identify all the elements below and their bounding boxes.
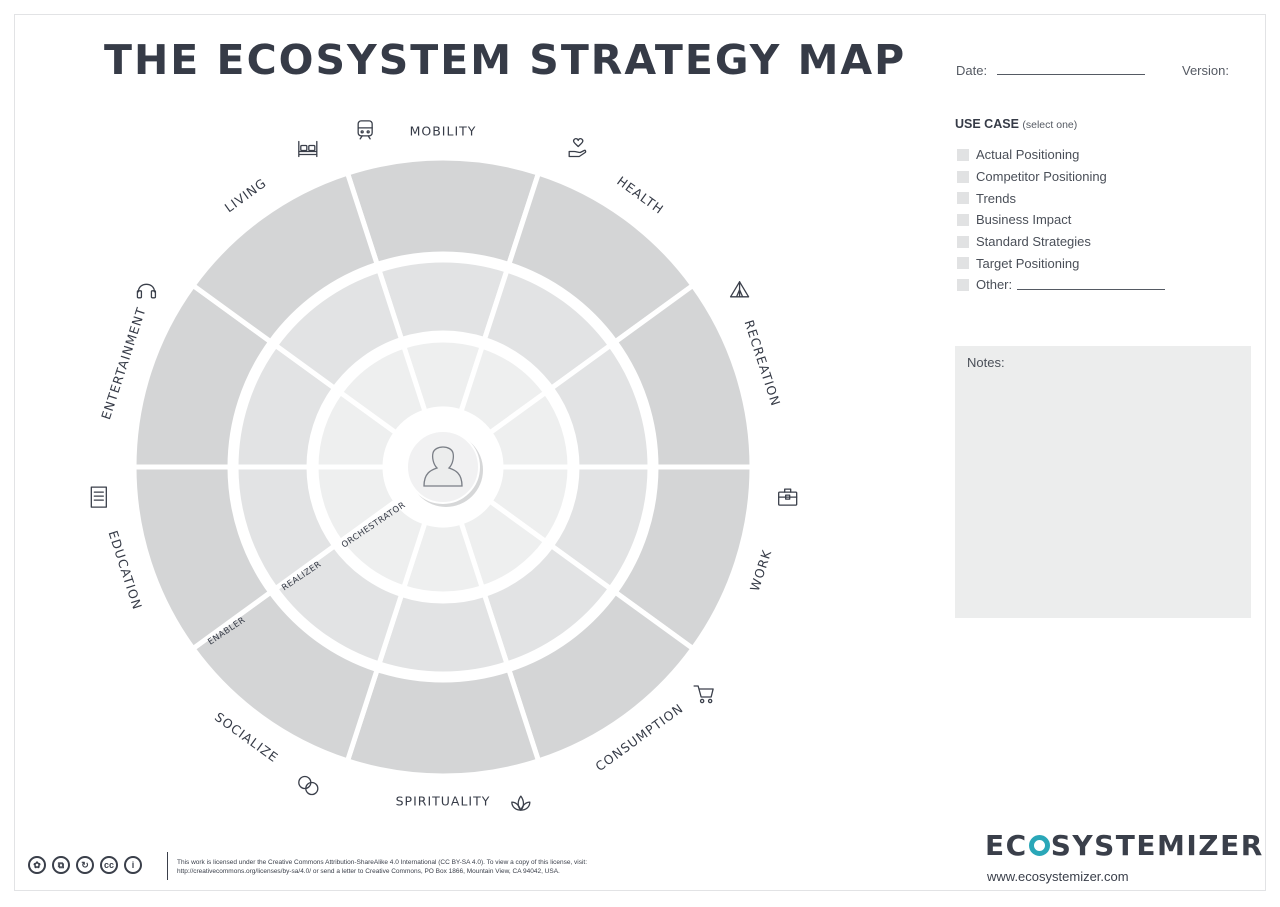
use-case-option[interactable]: Business Impact — [957, 209, 1165, 231]
segment-label: EDUCATION — [105, 529, 145, 612]
option-label: Actual Positioning — [976, 147, 1080, 163]
checkbox[interactable] — [957, 148, 969, 161]
outer-ring-segment[interactable] — [344, 666, 542, 779]
option-label: Competitor Positioning — [976, 169, 1107, 185]
use-case-title: USE CASE — [955, 117, 1019, 131]
segment-label: SPIRITUALITY — [396, 794, 491, 809]
cc-creative-icon: ✿ — [28, 856, 46, 874]
license-text: This work is licensed under the Creative… — [177, 858, 677, 876]
version-label: Version: — [1182, 63, 1229, 78]
checkbox[interactable] — [957, 192, 969, 205]
use-case-option[interactable]: Target Positioning — [957, 252, 1165, 274]
checkbox[interactable] — [957, 235, 969, 248]
cc-attribution-icon: i — [124, 856, 142, 874]
page-title: THE ECOSYSTEM STRATEGY MAP — [104, 36, 907, 84]
notes-label: Notes: — [967, 355, 1005, 370]
license-divider — [167, 852, 168, 880]
headphones-icon — [136, 283, 157, 299]
checkbox[interactable] — [957, 278, 969, 291]
use-case-hint: (select one) — [1022, 119, 1078, 131]
brand-logo: EC SYSTEMIZER — [985, 829, 1264, 862]
option-label: Business Impact — [976, 212, 1072, 228]
brand-part: SYSTEMIZER — [1050, 829, 1264, 862]
license-line: This work is licensed under the Creative… — [177, 859, 588, 866]
license-line: http://creativecommons.org/licenses/by-s… — [177, 868, 560, 875]
notes-area[interactable]: Notes: — [955, 346, 1251, 618]
use-case-options: Actual Positioning Competitor Positionin… — [957, 144, 1166, 296]
chat-bubbles-icon — [298, 775, 319, 796]
brand-url: www.ecosystemizer.com — [987, 869, 1129, 884]
option-label: Trends — [976, 190, 1016, 206]
brand-o-icon — [1028, 835, 1050, 856]
use-case-heading: USE CASE (select one) — [955, 117, 1077, 131]
heart-hand-icon — [568, 138, 587, 158]
segment-label: MOBILITY — [410, 124, 477, 139]
cc-share-icon: ⧉ — [52, 856, 70, 874]
middle-ring-segment[interactable] — [272, 266, 405, 392]
use-case-option[interactable]: Standard Strategies — [957, 231, 1165, 253]
segment-label: RECREATION — [742, 318, 784, 408]
date-label: Date: — [956, 63, 988, 78]
checkbox[interactable] — [957, 257, 969, 270]
date-field[interactable] — [997, 74, 1145, 75]
use-case-option[interactable]: Other: — [957, 274, 1166, 296]
cc-remix-icon: ↻ — [76, 856, 94, 874]
cart-icon — [693, 685, 714, 704]
person-icon — [423, 446, 463, 487]
use-case-option[interactable]: Competitor Positioning — [957, 166, 1165, 188]
checkbox[interactable] — [957, 213, 969, 226]
license-icons: ✿ ⧉ ↻ cc i — [28, 856, 142, 874]
use-case-option[interactable]: Trends — [957, 187, 1165, 209]
lotus-icon — [511, 795, 531, 811]
option-label: Standard Strategies — [976, 234, 1091, 250]
outer-ring-segment[interactable] — [344, 155, 542, 268]
use-case-option[interactable]: Actual Positioning — [957, 144, 1165, 166]
segment-label: WORK — [747, 547, 775, 593]
brand-part: EC — [985, 829, 1028, 862]
book-icon — [90, 486, 107, 508]
option-label: Other: — [976, 277, 1013, 293]
cc-icon: cc — [100, 856, 118, 874]
option-label: Target Positioning — [976, 255, 1080, 271]
train-icon — [357, 120, 373, 140]
checkbox[interactable] — [957, 170, 969, 183]
segment-label: LIVING — [222, 175, 270, 215]
outer-ring-segment[interactable] — [189, 169, 381, 346]
inner-ring-segment[interactable] — [336, 343, 429, 437]
bed-icon — [298, 140, 318, 158]
page-frame — [14, 14, 1266, 891]
tent-icon — [729, 281, 750, 298]
segment-label: HEALTH — [614, 173, 667, 217]
other-field[interactable] — [1017, 280, 1166, 290]
briefcase-icon — [778, 488, 798, 506]
